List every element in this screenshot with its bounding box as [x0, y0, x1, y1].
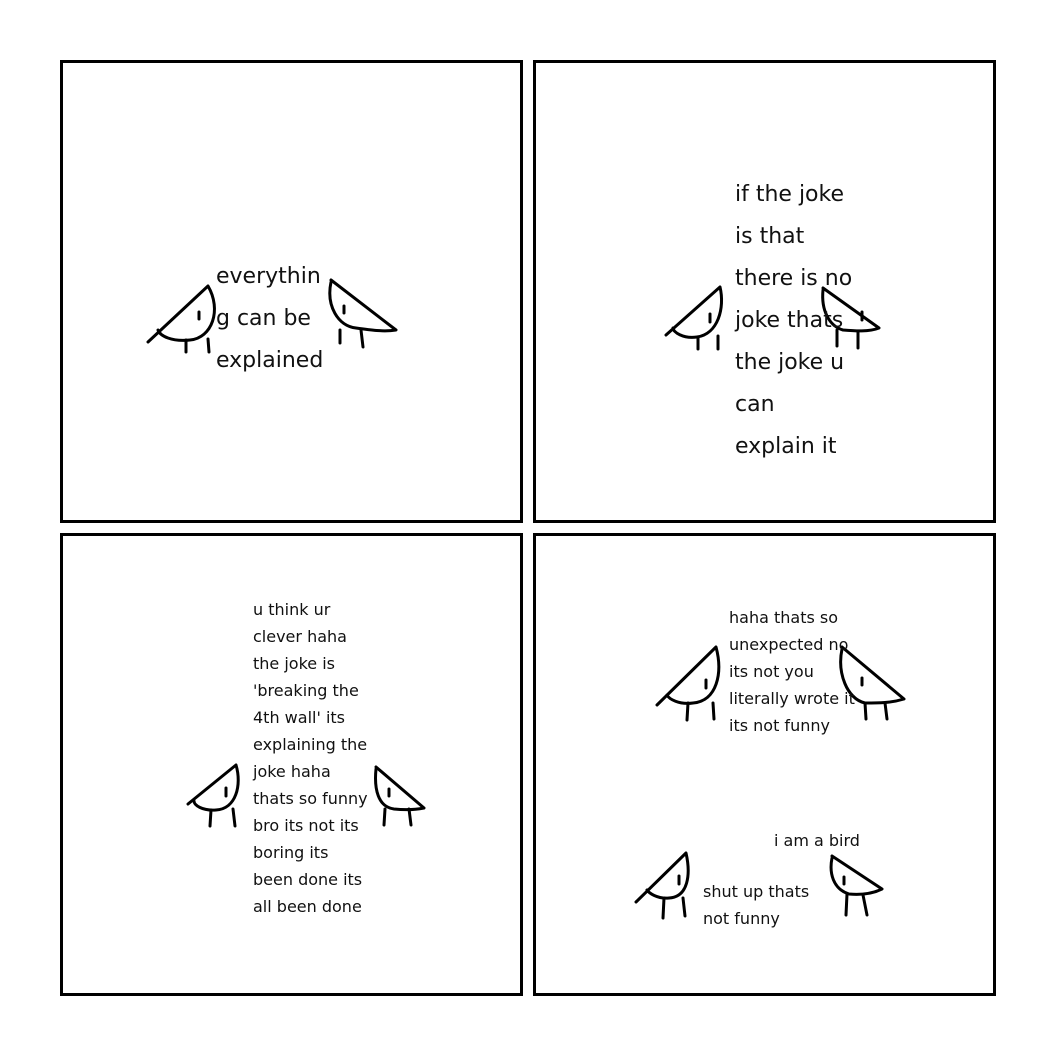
caption-line: the joke u [735, 350, 845, 375]
panel-4-drawing [634, 645, 906, 920]
bird-right [821, 286, 881, 350]
caption-line: explaining the [253, 735, 368, 754]
panel-1-caption: everythin g can be explained [216, 256, 323, 382]
bird-bottom-left [634, 851, 690, 920]
bird-left [664, 285, 724, 351]
caption-line: haha thats so [729, 608, 839, 627]
caption-line: been done its [253, 870, 363, 889]
caption-line: explain it [735, 434, 837, 459]
caption-line: literally wrote it [729, 689, 855, 708]
caption-line: bro its not its [253, 816, 359, 835]
caption-line: joke thats [735, 308, 844, 333]
bird-bottom-right [829, 854, 884, 917]
bird-left [146, 284, 216, 354]
caption-line: shut up thats [703, 882, 810, 901]
caption-line: if the joke [735, 182, 845, 207]
bird-left [186, 763, 240, 828]
caption-line: 'breaking the [253, 681, 359, 700]
caption-line: joke haha [253, 762, 331, 781]
caption-line: all been done [253, 897, 362, 916]
caption-line: u think ur [253, 600, 331, 619]
caption-line: boring its [253, 843, 329, 862]
bird-top-right [839, 645, 906, 721]
caption-line: thats so funny [253, 789, 368, 808]
panel-4-bird-caption: i am a bird [774, 827, 860, 854]
caption-line: clever haha [253, 627, 347, 646]
bird-top-left [655, 645, 721, 722]
caption-line: everythin [216, 264, 321, 289]
comic-panel-4: haha thats so unexpected no its not you … [533, 533, 996, 996]
caption-line: its not you [729, 662, 814, 681]
caption-line: is that [735, 224, 805, 249]
panel-3-drawing [186, 763, 426, 828]
caption-line: there is no [735, 266, 853, 291]
panel-4-bottom-caption: shut up thats not funny [703, 878, 809, 932]
bird-right [374, 765, 426, 827]
caption-line: can [735, 392, 775, 417]
caption-line: the joke is [253, 654, 335, 673]
panel-1-drawing [146, 278, 398, 354]
comic-panel-1: everythin g can be explained [60, 60, 523, 523]
panel-2-drawing [664, 285, 881, 351]
caption-line: 4th wall' its [253, 708, 345, 727]
panel-2-caption: if the joke is that there is no joke tha… [735, 174, 852, 468]
bird-right [328, 278, 398, 349]
comic-panel-3: u think ur clever haha the joke is 'brea… [60, 533, 523, 996]
panel-3-caption: u think ur clever haha the joke is 'brea… [253, 596, 368, 920]
caption-line: explained [216, 348, 324, 373]
caption-line: not funny [703, 909, 780, 928]
comic-panel-2: if the joke is that there is no joke tha… [533, 60, 996, 523]
caption-line: g can be [216, 306, 311, 331]
caption-line: i am a bird [774, 831, 860, 850]
caption-line: unexpected no [729, 635, 849, 654]
panel-4-top-caption: haha thats so unexpected no its not you … [729, 604, 855, 739]
caption-line: its not funny [729, 716, 830, 735]
